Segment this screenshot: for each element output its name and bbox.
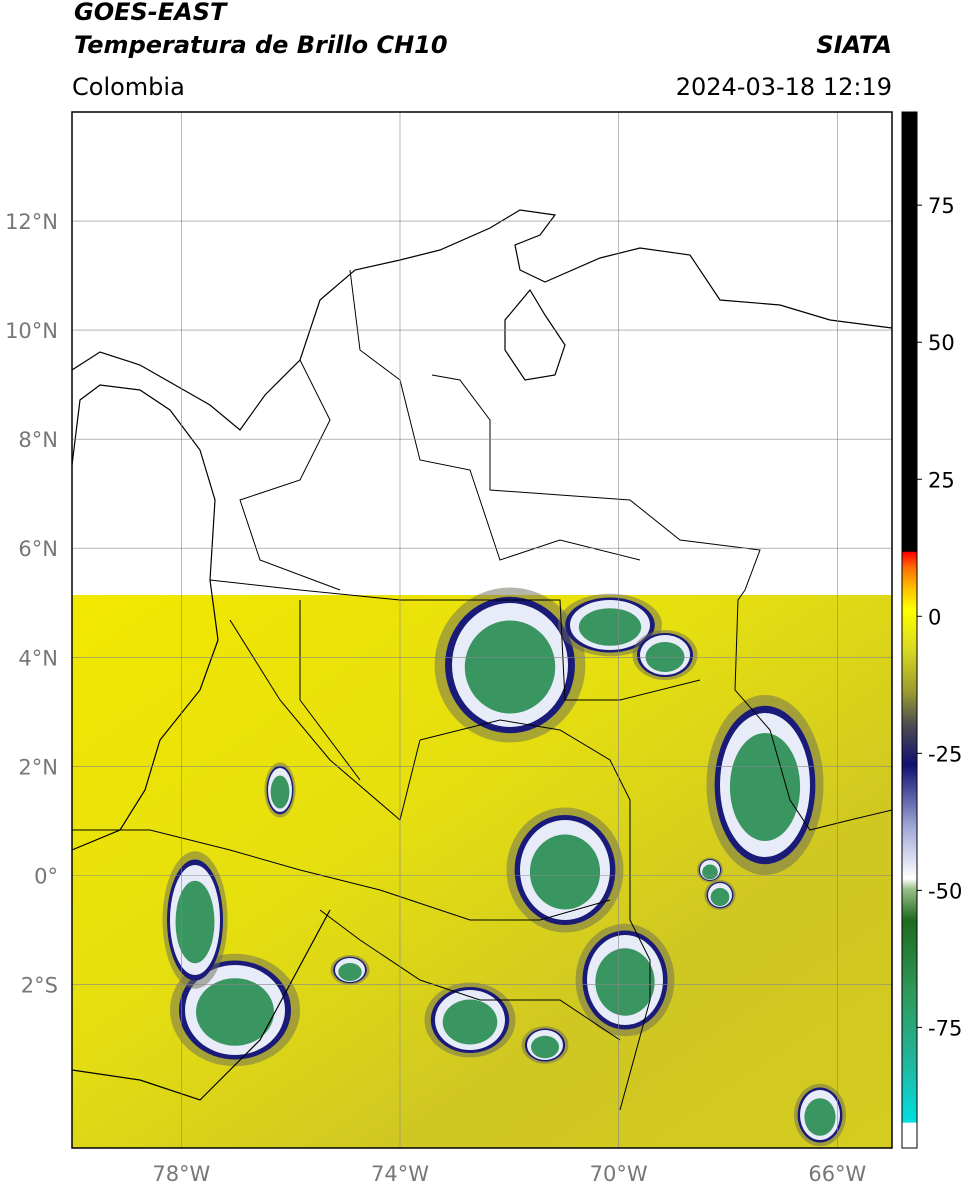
- lon-tick-label: 74°W: [371, 1162, 429, 1186]
- lat-tick-label: 4°N: [18, 646, 58, 670]
- colorbar-tick-label: 75: [928, 194, 955, 218]
- cloud-core: [196, 978, 274, 1046]
- source: SIATA: [816, 31, 892, 59]
- subtitle: Temperatura de Brillo CH10: [74, 31, 448, 59]
- cloud-core: [702, 864, 718, 880]
- timestamp: 2024-03-18 12:19: [676, 73, 892, 101]
- title: GOES-EAST: [74, 0, 228, 26]
- lat-tick-label: 6°N: [18, 537, 58, 561]
- lon-tick-label: 78°W: [152, 1162, 210, 1186]
- cloud-core: [710, 888, 730, 906]
- cloud-core: [595, 948, 655, 1016]
- colorbar-tick-label: -75: [928, 1016, 962, 1040]
- graticule: [72, 112, 892, 1148]
- cloud-core: [804, 1098, 836, 1136]
- lat-tick-label: 2°S: [21, 973, 58, 997]
- map-image: [72, 112, 892, 1148]
- map-frame: [71, 111, 893, 1149]
- cloud-core: [442, 999, 498, 1045]
- region: Colombia: [72, 73, 185, 101]
- lat-tick-label: 2°N: [18, 755, 58, 779]
- labels: 78°W 74°W 70°W 66°W 12°N 10°N 8°N 6°N 4°N 2°N 0° 2°…: [5, 194, 962, 1186]
- cloud-core: [729, 733, 801, 841]
- colorbar-tick-label: -25: [928, 742, 962, 766]
- borders: [72, 269, 892, 1111]
- cloud-core: [464, 620, 556, 714]
- colorbar-tick-label: -50: [928, 879, 962, 903]
- colorbar-tick-label: 25: [928, 468, 955, 492]
- lat-tick-label: 0°: [34, 864, 58, 888]
- lat-tick-label: 12°N: [5, 210, 58, 234]
- cloud-core: [530, 1035, 560, 1059]
- colorbar-tick-label: 50: [928, 331, 955, 355]
- cloud-core: [175, 880, 215, 964]
- lon-tick-label: 70°W: [590, 1162, 648, 1186]
- lon-tick-label: 66°W: [808, 1162, 866, 1186]
- lat-tick-label: 10°N: [5, 319, 58, 343]
- cloud-core: [578, 608, 642, 646]
- colorbar-tick-label: 0: [928, 605, 941, 629]
- cloud-core: [529, 834, 601, 910]
- coastlines: [72, 209, 892, 1101]
- colorbar: [901, 111, 918, 1149]
- cloud-core: [270, 775, 290, 809]
- cloud-clusters: [162, 587, 846, 1147]
- cloud-core: [338, 963, 362, 981]
- lat-tick-label: 8°N: [18, 428, 58, 452]
